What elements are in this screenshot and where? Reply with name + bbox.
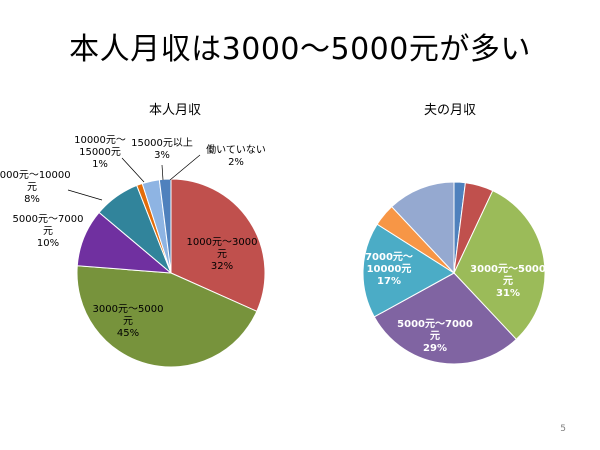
left-leader-line-3 xyxy=(67,189,103,201)
left-slice-label-5: 15000元以上 3% xyxy=(131,137,193,161)
left-slice-label-6: 働いていない 2% xyxy=(206,143,266,168)
right-slice-2 xyxy=(453,189,546,341)
left-slice-0 xyxy=(170,178,266,312)
right-slice-6 xyxy=(391,181,455,275)
left-slice-label-2: 5000元～7000 元 10% xyxy=(13,214,84,249)
self-income-pie-chart: 1000元～3000 元 32% 3000元～5000 元 45% 5000元～7000 元 1… xyxy=(0,135,266,368)
right-slice-label-2: 3000元～5000 元 31% xyxy=(470,263,546,299)
right-slice-label-3: 5000元～7000 元 29% xyxy=(397,318,473,354)
right-slice-4 xyxy=(362,223,455,318)
left-slice-label-3: 7000元～10000 元 8% xyxy=(0,170,71,205)
left-leader-line-6 xyxy=(169,154,201,181)
right-slice-label-4: 7000元～ 10000元 17% xyxy=(365,251,413,287)
right-chart-title: 夫の月収 xyxy=(423,103,476,118)
right-slice-3 xyxy=(373,272,517,365)
left-chart-title: 本人月収 xyxy=(148,103,201,118)
slide-title: 本人月収は3000～5000元が多い xyxy=(69,32,531,67)
left-leader-line-5 xyxy=(161,164,164,181)
left-slice-label-4: 10000元～ 15000元 1% xyxy=(74,135,126,170)
left-slice-1 xyxy=(76,265,258,368)
left-slice-label-1: 3000元～5000 元 45% xyxy=(93,304,164,339)
page-number: 5 xyxy=(560,424,566,434)
left-slice-label-0: 1000元～3000 元 32% xyxy=(187,237,258,272)
husband-income-pie-chart: 3000元～5000 元 31% 5000元～7000 元 29% 7000元～ 10000元… xyxy=(362,181,546,365)
left-leader-line-4 xyxy=(121,157,145,183)
